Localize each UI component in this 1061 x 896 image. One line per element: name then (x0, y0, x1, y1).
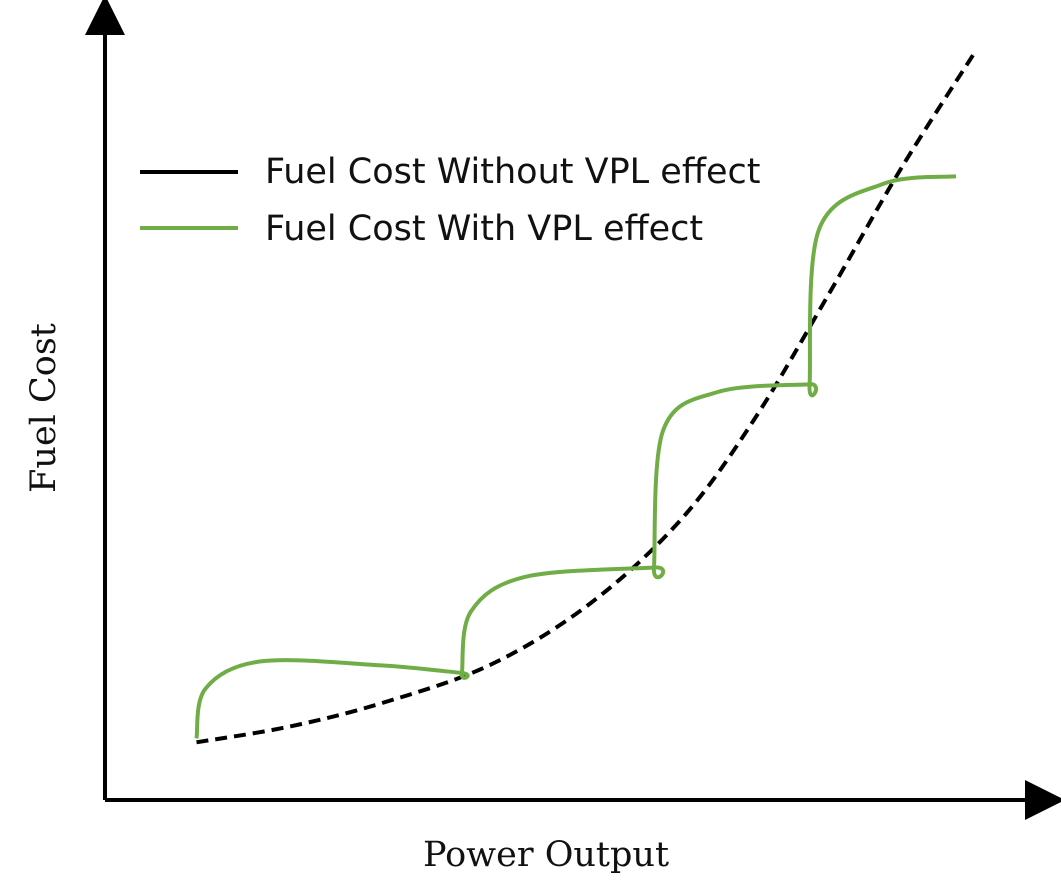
series-line-without-vpl (196, 52, 976, 745)
series-layer (194, 52, 976, 745)
legend-item-without-vpl: Fuel Cost Without VPL effect (140, 152, 760, 192)
x-axis-title: Power Output (423, 835, 669, 875)
y-axis-title: Fuel Cost (24, 323, 64, 493)
legend: Fuel Cost Without VPL effect Fuel Cost W… (140, 152, 760, 249)
series-line-with-vpl (194, 174, 957, 739)
axes (85, 0, 1061, 820)
legend-item-with-vpl: Fuel Cost With VPL effect (140, 209, 703, 249)
legend-label-without-vpl: Fuel Cost Without VPL effect (265, 152, 760, 192)
legend-label-with-vpl: Fuel Cost With VPL effect (265, 209, 703, 249)
